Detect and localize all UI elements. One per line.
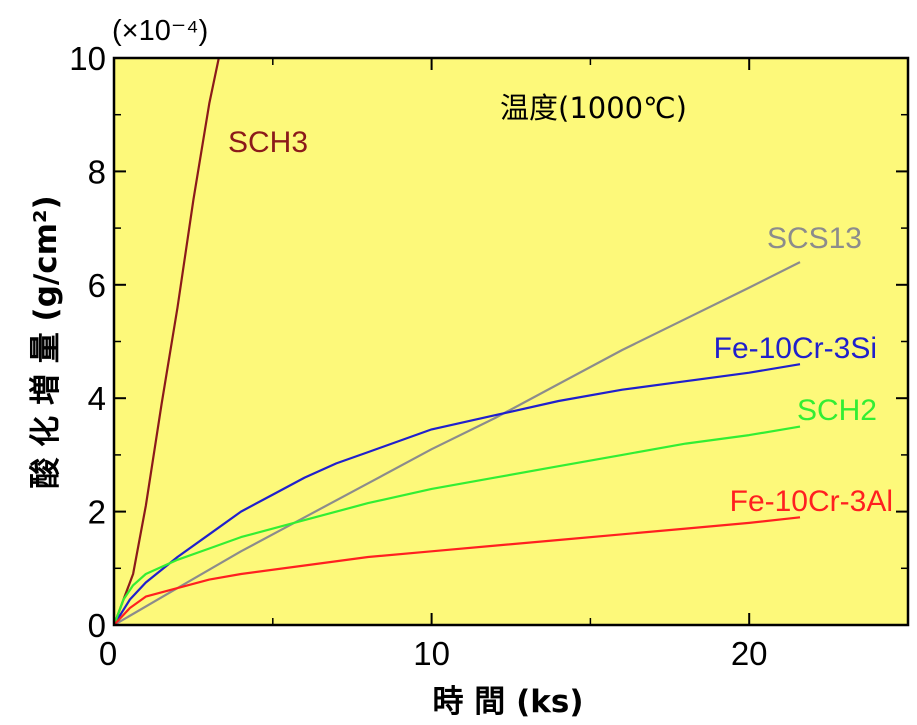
y-tick-label: 6 <box>88 267 106 304</box>
series-label-sch2: SCH2 <box>797 394 877 427</box>
series-label-sch3: SCH3 <box>228 126 308 159</box>
series-label-fe-10cr-3si: Fe-10Cr-3Si <box>714 332 877 365</box>
series-line-scs13 <box>114 261 801 625</box>
annotation-temperature: 温度(1000℃) <box>500 91 687 125</box>
y-tick-label: 8 <box>88 153 106 190</box>
series-line-sch3 <box>114 58 220 625</box>
series-label-fe-10cr-3al: Fe-10Cr-3Al <box>730 485 893 518</box>
y-multiplier: (×10⁻⁴) <box>112 15 208 47</box>
y-tick-label: 4 <box>88 380 106 417</box>
x-axis-label: 時 間 (ks) <box>433 684 584 720</box>
x-tick-label: 0 <box>99 635 117 672</box>
plot-background <box>114 58 908 625</box>
ticks-layer: 0 10 20 0 2 4 6 8 10 <box>69 40 908 672</box>
series-label-scs13: SCS13 <box>767 222 862 255</box>
x-tick-label: 10 <box>413 635 450 672</box>
y-tick-label: 10 <box>69 40 106 77</box>
series-layer <box>114 58 801 625</box>
series-labels: SCH3 SCS13 Fe-10Cr-3Si SCH2 Fe-10Cr-3Al <box>228 126 893 518</box>
y-tick-label: 0 <box>88 607 106 644</box>
series-line-sch2 <box>114 425 801 625</box>
y-tick-label: 2 <box>88 494 106 531</box>
x-tick-label: 20 <box>731 635 768 672</box>
y-axis-label: 酸 化 増 量 (g/cm²) <box>28 195 64 488</box>
series-line-fe-10cr-3al <box>114 516 801 625</box>
